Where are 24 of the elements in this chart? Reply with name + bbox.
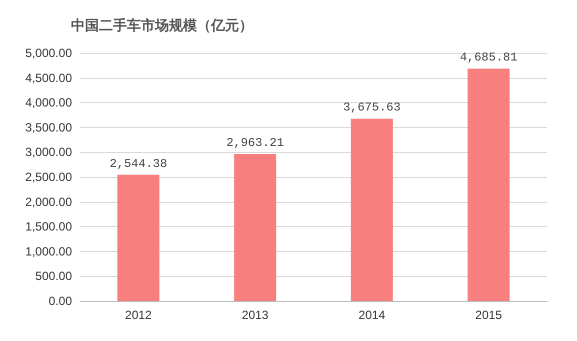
- bar: [234, 154, 276, 301]
- data-label: 2,544.38: [110, 156, 168, 171]
- chart-title: 中国二手车市场规模（亿元）: [71, 17, 253, 34]
- data-label: 3,675.63: [343, 100, 401, 115]
- y-tick-label: 3,500.00: [25, 120, 72, 134]
- x-tick-label: 2015: [475, 308, 502, 322]
- bar: [350, 118, 393, 301]
- y-tick-label: 0.00: [48, 294, 72, 308]
- data-label: 4,685.81: [460, 50, 518, 65]
- y-tick-label: 4,000.00: [25, 96, 72, 110]
- y-tick-label: 3,000.00: [25, 145, 72, 160]
- y-tick-label: 4,500.00: [25, 70, 72, 85]
- y-tick-label: 1,500.00: [25, 220, 72, 234]
- x-tick-label: 2013: [242, 308, 269, 322]
- y-tick-label: 5,000.00: [25, 46, 72, 60]
- y-tick-label: 1,000.00: [25, 244, 72, 258]
- y-tick-label: 2,500.00: [25, 170, 72, 184]
- x-tick-label: 2012: [125, 308, 152, 322]
- bar: [117, 174, 160, 301]
- x-tick-label: 2014: [358, 308, 386, 322]
- bar: [468, 68, 510, 301]
- y-tick-label: 2,000.00: [25, 194, 72, 209]
- data-label: 2,963.21: [226, 136, 284, 150]
- y-tick-label: 500.00: [35, 269, 72, 284]
